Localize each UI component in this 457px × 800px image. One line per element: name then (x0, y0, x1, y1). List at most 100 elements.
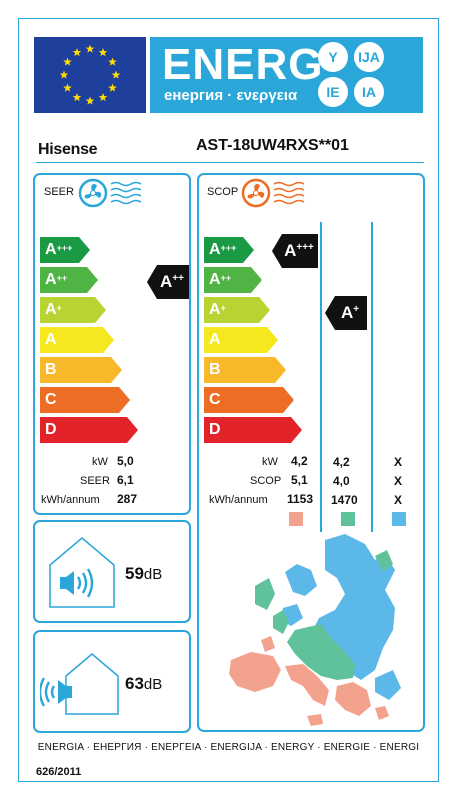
scop-kw-value-cold: X (394, 455, 403, 469)
scop-class-label: A+++ (209, 241, 237, 258)
seer-class-bar: B (40, 357, 122, 383)
noise-outdoor-unit: dB (143, 676, 163, 693)
eu-star-icon (98, 93, 108, 102)
scop-class-bar: A+ (204, 297, 270, 323)
air-waves-icon-cooling (110, 181, 142, 205)
scop-class-label: A++ (209, 271, 232, 288)
footer-languages: ENERGIA · ЕНЕРГИЯ · ΕΝΕΡΓΕΙΑ · ENERGIJA … (37, 742, 420, 753)
lang-badge-ia: IA (354, 77, 384, 107)
seer-class-bar: A (40, 327, 114, 353)
indoor-unit-house-icon (49, 537, 115, 608)
scop-class-bar: A++ (204, 267, 262, 293)
seer-rating-label: A++ (160, 272, 184, 291)
seer-class-bar: C (40, 387, 130, 413)
seer-class-label: A+++ (45, 241, 73, 258)
fan-icon-heating (241, 178, 271, 208)
eu-star-icon (108, 57, 117, 66)
scop-class-label: D (209, 421, 221, 438)
seer-panel (33, 173, 191, 515)
scop-class-bar: D (204, 417, 302, 443)
model-number: AST-18UW4RXS**01 (196, 137, 349, 154)
scop-annum-value-average: 1470 (331, 493, 358, 507)
scop-rating-warm-label: A+++ (284, 241, 314, 260)
scop-class-bar: A (204, 327, 278, 353)
eu-star-icon (108, 83, 117, 92)
seer-class-label: A++ (45, 271, 68, 288)
energy-word: ENERG (162, 40, 324, 89)
scop-panel (197, 173, 425, 732)
seer-rating-arrow: A++ (147, 265, 189, 299)
scop-class-label: A (209, 331, 221, 348)
zone-divider-1 (320, 222, 322, 532)
noise-outdoor-number: 63 (125, 674, 144, 693)
noise-outdoor-panel (33, 630, 191, 733)
seer-title: SEER (44, 186, 74, 198)
zone-divider-2 (371, 222, 373, 532)
scop-class-bar: C (204, 387, 294, 413)
eu-stars-icon (59, 44, 121, 105)
eu-star-icon (59, 70, 69, 79)
scop-title: SCOP (207, 186, 239, 198)
scop-class-scale: A+++ A++ A+ A B C D (204, 237, 302, 447)
lang-badge-ija: IJA (354, 42, 384, 72)
label-frame (18, 18, 439, 782)
noise-outdoor-value: 63dB (125, 674, 162, 694)
seer-class-label: A (45, 331, 57, 348)
scop-scop-value-warm: 5,1 (291, 473, 308, 487)
lang-badge-y: Y (318, 42, 348, 72)
seer-class-bar: A+++ (40, 237, 90, 263)
eu-star-icon (72, 47, 82, 57)
zone-swatch-average (341, 512, 355, 526)
scop-class-label: A+ (209, 301, 226, 318)
europe-climate-map (229, 534, 401, 726)
seer-class-bar: D (40, 417, 138, 443)
scop-class-label: B (209, 361, 221, 378)
seer-class-label: A+ (45, 301, 62, 318)
scop-scop-value-average: 4,0 (333, 474, 350, 488)
noise-indoor-number: 59 (125, 564, 144, 583)
scop-rating-warm-arrow: A+++ (272, 234, 318, 268)
outdoor-unit-house-icon (40, 653, 119, 715)
energy-header: ENERG енергия · ενεργεια Y IJA IE IA (150, 37, 423, 113)
eu-star-icon (85, 44, 95, 53)
scop-scop-value-cold: X (394, 474, 403, 488)
noise-indoor-value: 59dB (125, 564, 162, 584)
scop-class-bar: A+++ (204, 237, 254, 263)
air-waves-icon-heating (273, 181, 305, 205)
scop-scop-label: SCOP (250, 475, 282, 487)
scop-kw-value-warm: 4,2 (291, 454, 308, 468)
seer-class-bar: A++ (40, 267, 98, 293)
scop-rating-average-arrow: A+ (325, 296, 367, 330)
regulation-number: 626/2011 (36, 766, 82, 778)
scop-annum-value-cold: X (394, 493, 403, 507)
eu-star-icon (63, 83, 72, 92)
fan-icon-cooling (78, 178, 108, 208)
seer-class-label: D (45, 421, 57, 438)
eu-star-icon (85, 96, 95, 105)
seer-class-bar: A+ (40, 297, 106, 323)
scop-class-label: C (209, 391, 221, 408)
seer-annum-value: 287 (117, 492, 138, 506)
seer-class-label: B (45, 361, 57, 378)
noise-indoor-unit: dB (143, 566, 163, 583)
seer-seer-label: SEER (80, 475, 110, 487)
brand-name: Hisense (38, 141, 98, 158)
seer-class-scale: A+++ A++ A+ A B C D (40, 237, 138, 447)
eu-star-icon (72, 93, 82, 102)
seer-class-label: C (45, 391, 57, 408)
divider (36, 162, 424, 163)
zone-swatch-warm (289, 512, 303, 526)
seer-seer-value: 6,1 (117, 473, 134, 487)
lang-badge-ie: IE (318, 77, 348, 107)
scop-annum-value-warm: 1153 (287, 492, 314, 506)
eu-star-icon (98, 47, 108, 57)
eu-star-icon (63, 57, 72, 66)
scop-kw-label: kW (262, 456, 278, 468)
seer-kw-label: kW (92, 456, 108, 468)
eu-flag (34, 37, 146, 113)
scop-annum-label: kWh/annum (209, 494, 268, 506)
energy-subtitle: енергия · ενεργεια (164, 87, 298, 104)
scop-class-bar: B (204, 357, 286, 383)
seer-annum-label: kWh/annum (41, 494, 100, 506)
scop-kw-value-average: 4,2 (333, 455, 350, 469)
